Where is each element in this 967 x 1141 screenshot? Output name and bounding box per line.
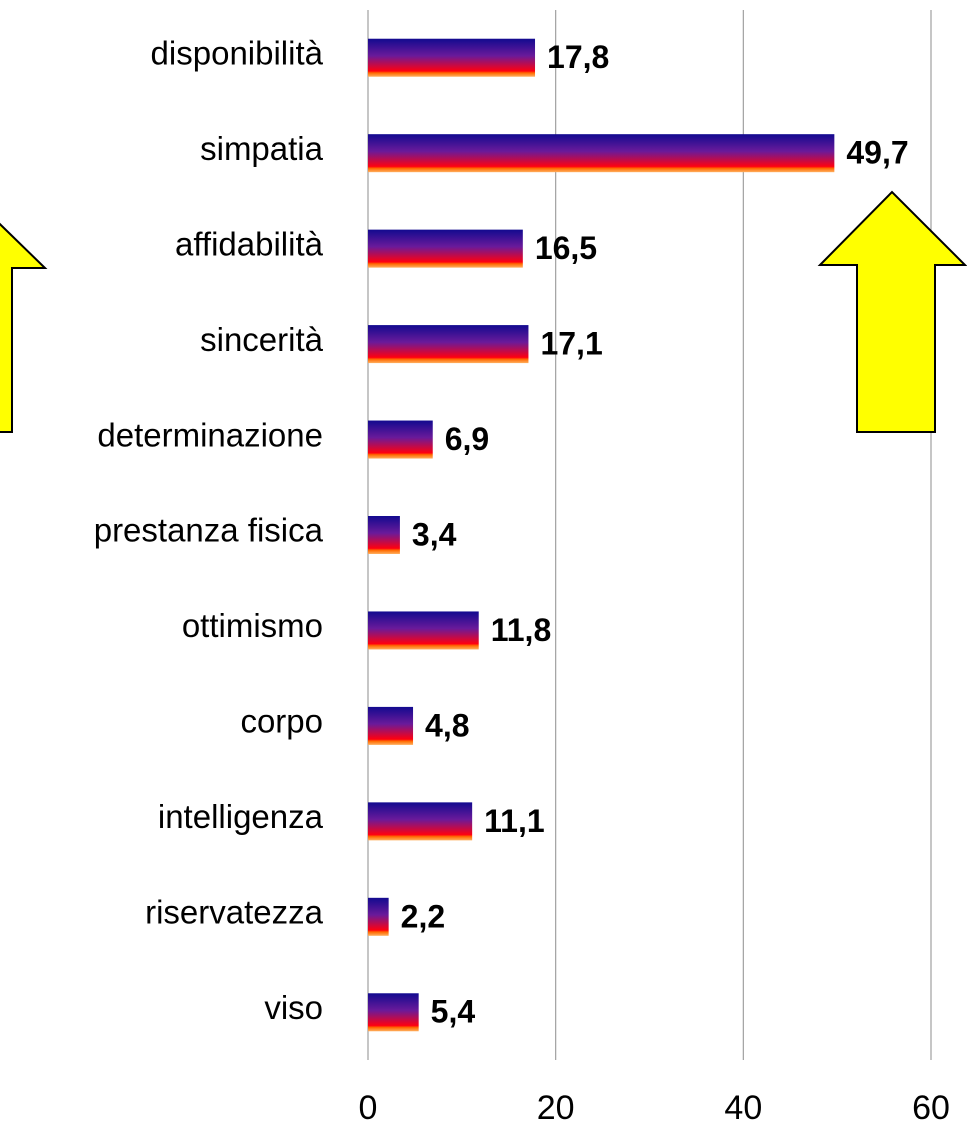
y-tick-label: riservatezza xyxy=(145,894,324,931)
x-tick-label: 60 xyxy=(912,1089,950,1127)
y-tick-label: determinazione xyxy=(97,416,323,453)
x-tick-label: 0 xyxy=(359,1089,378,1127)
value-label: 11,8 xyxy=(491,612,552,648)
y-tick-label: sincerità xyxy=(200,321,324,358)
bar xyxy=(368,993,419,1032)
bar xyxy=(368,802,473,841)
value-label: 2,2 xyxy=(401,898,445,934)
bar xyxy=(368,897,389,936)
value-label: 11,1 xyxy=(484,803,545,839)
y-tick-label: viso xyxy=(264,989,323,1026)
value-label: 16,5 xyxy=(535,230,597,266)
y-tick-label: simpatia xyxy=(200,130,324,167)
y-tick-label: affidabilità xyxy=(175,225,324,262)
x-tick-label: 20 xyxy=(537,1089,575,1127)
bar xyxy=(368,229,523,268)
arrow xyxy=(817,190,967,433)
y-tick-label: prestanza fisica xyxy=(94,512,324,549)
value-label: 6,9 xyxy=(445,421,489,457)
value-label: 3,4 xyxy=(412,516,457,552)
bar xyxy=(368,134,835,173)
y-tick-label: intelligenza xyxy=(158,798,324,835)
bar xyxy=(368,325,529,364)
value-label: 5,4 xyxy=(431,994,476,1030)
bar xyxy=(368,516,400,554)
bar xyxy=(368,706,414,745)
value-label: 49,7 xyxy=(846,135,908,171)
value-label: 17,1 xyxy=(540,326,602,362)
x-tick-label: 40 xyxy=(724,1089,762,1127)
value-label: 17,8 xyxy=(547,39,609,75)
value-label: 4,8 xyxy=(425,707,469,743)
bar xyxy=(368,611,479,650)
y-tick-label: ottimismo xyxy=(182,607,323,644)
arrow xyxy=(0,222,48,433)
bar xyxy=(368,420,433,459)
bar xyxy=(368,38,536,77)
y-tick-label: corpo xyxy=(240,703,323,740)
y-tick-label: disponibilità xyxy=(151,34,324,71)
